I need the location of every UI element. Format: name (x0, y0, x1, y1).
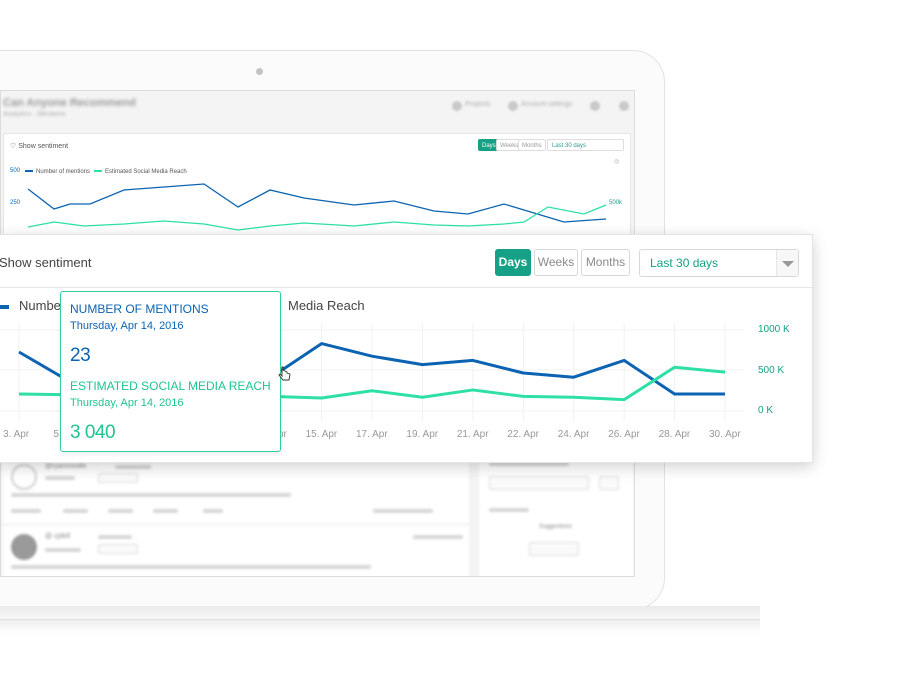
chevron-down-icon[interactable] (776, 250, 798, 276)
x-tick-label: 17. Apr (356, 429, 388, 440)
x-tick-label: 21. Apr (456, 429, 489, 440)
tooltip-mentions-label: NUMBER OF MENTIONS (70, 302, 209, 316)
y-tick-label: 500 K (758, 365, 785, 376)
chart-panel-header: Show sentiment Days Weeks Months Last 30… (0, 235, 812, 288)
bg-page-title: Can Anyone Recommend (3, 97, 136, 109)
settings-icon[interactable] (619, 101, 629, 111)
x-tick-label: 3. Apr (3, 429, 30, 440)
tooltip-reach-value: 3 040 (70, 422, 116, 443)
y-tick-label: 1000 K (758, 324, 790, 335)
bg-author-2[interactable]: @ cjdell (45, 533, 71, 540)
y-tick-label: 0 K (758, 405, 774, 416)
bg-show-sentiment-label: Show sentiment (18, 143, 69, 150)
x-tick-label: 26. Apr (608, 429, 640, 440)
laptop-base (0, 606, 760, 620)
bg-legend-reach: Estimated Social Media Reach (94, 169, 187, 175)
weeks-button[interactable]: Weeks (534, 249, 578, 276)
bg-mentions-line (27, 183, 607, 223)
chart-tooltip: NUMBER OF MENTIONS Thursday, Apr 14, 201… (60, 291, 281, 452)
bg-author-1[interactable]: @ryanrosolle (45, 463, 87, 470)
bg-page-subtitle: Analytics · Mentions (3, 111, 66, 118)
bg-reach-line (27, 204, 607, 231)
x-tick-label: 24. Apr (557, 429, 590, 440)
bg-chart-svg (27, 183, 607, 231)
show-sentiment-toggle[interactable]: Show sentiment (0, 255, 92, 270)
help-icon[interactable] (590, 101, 600, 111)
bg-side-title: Suggestions (539, 524, 573, 530)
hand-cursor-icon (278, 366, 291, 381)
x-tick-label: 28. Apr (658, 429, 691, 440)
bg-months-button[interactable]: Months (518, 139, 546, 151)
bg-days-button[interactable]: Days (478, 139, 500, 151)
x-tick-label: 19. Apr (406, 429, 439, 440)
months-button[interactable]: Months (581, 249, 630, 276)
bg-legend-mentions-label: Number of mentions (36, 169, 91, 175)
x-tick-label: 15. Apr (305, 429, 338, 440)
bg-y-right-500k: 500k (609, 200, 623, 206)
tooltip-mentions-value: 23 (70, 345, 91, 366)
legend-reach[interactable]: Media Reach (288, 298, 365, 313)
bg-mentions-feed: @ryanrosolle @ cjdell (3, 456, 469, 576)
legend-mentions-swatch (0, 304, 9, 309)
tooltip-reach-label: ESTIMATED SOCIAL MEDIA REACH (70, 379, 271, 393)
camera-dot (256, 68, 263, 75)
bg-chart-card: ♡ Show sentiment Days Weeks Months Last … (3, 133, 631, 243)
bg-account-link[interactable]: Account settings (521, 101, 573, 108)
bg-avatar-1 (11, 464, 37, 490)
bg-y-left-250: 250 (10, 200, 21, 206)
bg-info-icon[interactable]: ◎ (614, 159, 620, 165)
bg-y-left-500: 500 (10, 168, 21, 174)
bg-show-sentiment[interactable]: ♡ Show sentiment (10, 143, 69, 150)
bg-avatar-2 (11, 534, 37, 560)
legend-mentions-label: Numbe (19, 298, 61, 313)
bg-projects-link[interactable]: Projects (465, 101, 491, 108)
bg-legend-mentions: Number of mentions (25, 169, 90, 175)
projects-icon[interactable] (452, 101, 462, 111)
days-button[interactable]: Days (495, 249, 531, 276)
date-range-value: Last 30 days (650, 256, 719, 270)
x-tick-label: 30. Apr (709, 429, 741, 440)
x-tick-label: 22. Apr (507, 429, 539, 440)
account-icon[interactable] (508, 101, 518, 111)
bg-sidebar: Suggestions (479, 456, 633, 576)
bg-range-select[interactable]: Last 30 days (547, 139, 624, 151)
tooltip-mentions-date: Thursday, Apr 14, 2016 (70, 320, 184, 332)
background-app-screen: Can Anyone Recommend Analytics · Mention… (0, 90, 635, 577)
bg-legend-reach-label: Estimated Social Media Reach (105, 169, 187, 175)
tooltip-reach-date: Thursday, Apr 14, 2016 (70, 397, 184, 409)
laptop-shadow (0, 620, 760, 634)
date-range-select[interactable]: Last 30 days (639, 249, 799, 277)
legend-mentions[interactable]: Numbe (0, 298, 61, 313)
